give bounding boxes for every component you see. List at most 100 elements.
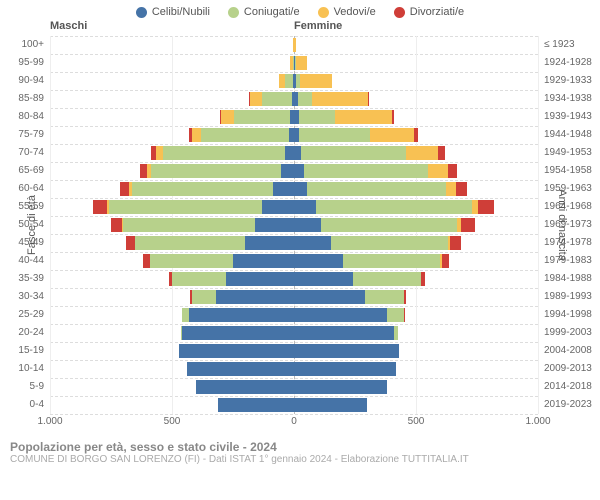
bar-segment-single <box>294 236 331 250</box>
bar-segment-divorced <box>126 236 135 250</box>
pyramid-row <box>50 234 538 252</box>
age-label: 75-79 <box>0 126 50 144</box>
year-label: 1999-2003 <box>538 324 600 342</box>
bar-segment-single <box>216 290 294 304</box>
year-label: 1964-1968 <box>538 198 600 216</box>
bar-segment-single <box>294 254 343 268</box>
x-tick: 1.000 <box>37 416 62 427</box>
bar-segment-married <box>163 146 285 160</box>
x-tick: 500 <box>408 416 425 427</box>
bar-segment-married <box>182 308 189 322</box>
bar-segment-divorced <box>448 164 458 178</box>
bar-segment-single <box>294 344 399 358</box>
legend-swatch <box>394 7 405 18</box>
bar-segment-single <box>294 200 316 214</box>
bar-segment-divorced <box>456 182 467 196</box>
bar-segment-married <box>394 326 398 340</box>
age-label: 25-29 <box>0 306 50 324</box>
bar-segment-married <box>298 92 313 106</box>
bar-segment-single <box>294 326 394 340</box>
bar-segment-divorced <box>404 290 406 304</box>
bar-segment-divorced <box>438 146 445 160</box>
year-label: 1939-1943 <box>538 108 600 126</box>
bar-segment-divorced <box>421 272 425 286</box>
bar-segment-married <box>353 272 421 286</box>
pyramid-row <box>50 180 538 198</box>
age-label: 15-19 <box>0 342 50 360</box>
bar-segment-single <box>179 344 294 358</box>
bar-segment-single <box>294 164 304 178</box>
year-label: 1989-1993 <box>538 288 600 306</box>
year-label: 1934-1938 <box>538 90 600 108</box>
legend-label: Coniugati/e <box>244 6 300 18</box>
x-tick: 1.000 <box>525 416 550 427</box>
pyramid-row <box>50 36 538 54</box>
bar-segment-widowed <box>221 110 234 124</box>
legend-item: Coniugati/e <box>228 6 300 18</box>
x-tick: 500 <box>164 416 181 427</box>
age-label: 0-4 <box>0 396 50 414</box>
pyramid-row <box>50 216 538 234</box>
y-axis-title-right: Anni di nascita <box>556 189 568 261</box>
legend-label: Vedovi/e <box>334 6 376 18</box>
bar-segment-single <box>233 254 294 268</box>
year-labels: ≤ 19231924-19281929-19331934-19381939-19… <box>538 36 600 414</box>
legend-swatch <box>228 7 239 18</box>
bar-segment-single <box>187 362 294 376</box>
age-label: 20-24 <box>0 324 50 342</box>
age-label: 10-14 <box>0 360 50 378</box>
bar-segment-widowed <box>335 110 391 124</box>
bar-segment-single <box>294 146 301 160</box>
legend-item: Celibi/Nubili <box>136 6 210 18</box>
bar-segment-single <box>294 362 396 376</box>
pyramid-row <box>50 270 538 288</box>
bar-segment-widowed <box>250 92 262 106</box>
bar-segment-widowed <box>300 74 332 88</box>
bar-segment-divorced <box>368 92 369 106</box>
chart-title: Popolazione per età, sesso e stato civil… <box>10 440 590 454</box>
header-male: Maschi <box>50 20 294 34</box>
bar-segment-single <box>262 200 294 214</box>
pyramid-row <box>50 324 538 342</box>
year-label: 1949-1953 <box>538 144 600 162</box>
year-label: 1979-1983 <box>538 252 600 270</box>
bar-segment-divorced <box>392 110 394 124</box>
bar-segment-single <box>226 272 294 286</box>
age-label: 5-9 <box>0 378 50 396</box>
bar-segment-single <box>189 308 294 322</box>
bar-segment-married <box>132 182 274 196</box>
pyramid-row <box>50 108 538 126</box>
bar-segment-single <box>245 236 294 250</box>
bar-segment-divorced <box>140 164 147 178</box>
legend-label: Divorziati/e <box>410 6 464 18</box>
bar-segment-divorced <box>414 128 418 142</box>
age-label: 80-84 <box>0 108 50 126</box>
bar-segment-single <box>255 218 294 232</box>
column-headers: Maschi Femmine <box>0 20 600 36</box>
pyramid-row <box>50 306 538 324</box>
age-label: 90-94 <box>0 72 50 90</box>
bar-segment-married <box>387 308 404 322</box>
bar-segment-divorced <box>478 200 494 214</box>
bar-segment-single <box>196 380 294 394</box>
bar-segment-divorced <box>111 218 122 232</box>
bar-segment-married <box>331 236 448 250</box>
bar-segment-widowed <box>406 146 438 160</box>
header-female: Femmine <box>294 20 538 34</box>
bar-segment-divorced <box>120 182 130 196</box>
year-label: 1959-1963 <box>538 180 600 198</box>
year-label: 2004-2008 <box>538 342 600 360</box>
year-label: 1969-1973 <box>538 216 600 234</box>
bar-segment-divorced <box>442 254 449 268</box>
bar-segment-married <box>109 200 263 214</box>
year-label: 1924-1928 <box>538 54 600 72</box>
age-label: 70-74 <box>0 144 50 162</box>
bar-segment-single <box>294 272 353 286</box>
bar-segment-married <box>321 218 458 232</box>
legend-item: Vedovi/e <box>318 6 376 18</box>
legend-swatch <box>136 7 147 18</box>
age-label: 35-39 <box>0 270 50 288</box>
bar-segment-widowed <box>192 128 202 142</box>
pyramid-row <box>50 198 538 216</box>
bar-segment-widowed <box>446 182 456 196</box>
